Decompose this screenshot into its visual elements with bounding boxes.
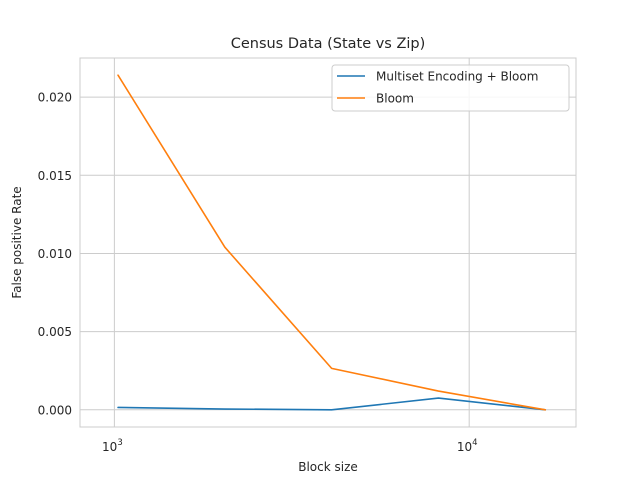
- x-axis-ticks: 103 104: [102, 438, 478, 454]
- legend-label: Bloom: [376, 92, 414, 106]
- y-tick-label: 0.005: [38, 325, 72, 339]
- y-axis-label: False positive Rate: [10, 186, 24, 298]
- legend: Multiset Encoding + Bloom Bloom: [331, 64, 570, 112]
- y-tick-label: 0.020: [38, 91, 72, 105]
- legend-box: [331, 64, 570, 112]
- x-tick-label: 104: [457, 438, 478, 454]
- x-axis-label: Block size: [298, 460, 358, 474]
- series-lines: [117, 74, 547, 411]
- series-line-1: [117, 74, 547, 411]
- y-tick-label: 0.000: [38, 403, 72, 417]
- y-axis-ticks: 0.000 0.005 0.010 0.015 0.020: [38, 91, 72, 418]
- plot-area: [79, 57, 577, 428]
- legend-label: Multiset Encoding + Bloom: [376, 70, 538, 84]
- grid-lines: [80, 58, 576, 427]
- series-line-0: [117, 397, 547, 411]
- y-tick-label: 0.015: [38, 169, 72, 183]
- x-tick-label: 103: [102, 438, 123, 454]
- y-tick-label: 0.010: [38, 247, 72, 261]
- chart-title: Census Data (State vs Zip): [231, 36, 426, 52]
